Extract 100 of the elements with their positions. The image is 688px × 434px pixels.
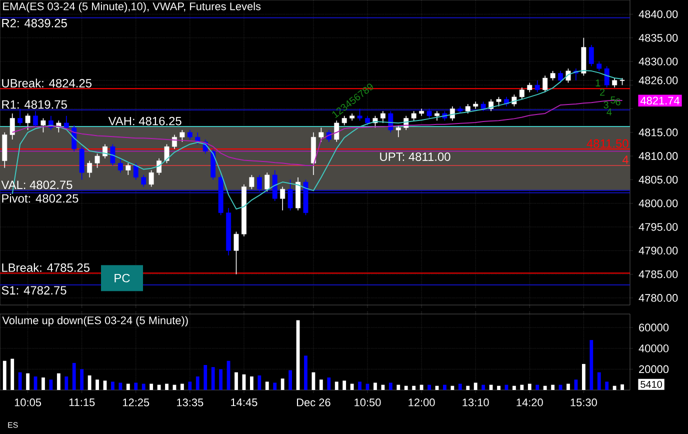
bar [258,375,262,390]
x-tick-label: 13:10 [462,398,489,406]
candlestick [550,70,556,81]
ref-line-label: Pivot: 4802.25 [2,194,78,203]
ref-line-label: VAH: 4816.25 [108,116,182,126]
bar [196,376,200,390]
candlestick [264,172,270,192]
candlestick [25,113,30,130]
y-tick-label: 4780.00 [638,294,678,302]
bar [18,372,22,390]
candlestick [612,78,618,88]
x-tick-label: 12:00 [408,398,435,406]
bar [165,384,168,390]
bar [118,382,122,390]
bar [428,384,431,390]
y-tick-label: 4805.00 [638,176,678,184]
bar [80,369,84,390]
bar [350,384,354,390]
bar [111,382,114,390]
bar [265,382,269,390]
bar [342,380,346,390]
bar [64,376,68,390]
candlestick [450,106,455,121]
bar [466,386,470,390]
bar [211,367,215,390]
bar [612,386,616,390]
y-tick-label: 4800.00 [638,199,678,208]
candlestick [534,80,540,93]
bar [327,378,331,390]
bar [142,384,146,390]
candlestick [156,158,162,176]
candlestick [118,158,123,173]
bar [188,382,192,390]
candlestick [288,179,293,211]
bar [219,369,223,390]
bar [412,386,416,390]
candlestick [411,110,416,121]
bar [536,384,540,390]
candlestick [79,146,84,180]
bar [273,382,277,390]
candlestick [527,82,532,93]
candlestick [172,134,177,150]
bar [551,384,554,390]
y-tick-label: 4835.00 [638,34,678,42]
x-tick-label: 14:45 [231,398,258,406]
y-tick-label: 4785.00 [638,270,678,278]
candlestick [558,70,563,84]
annotation: 1 [596,80,600,86]
text: 5410 [640,380,662,388]
candlestick [596,61,602,72]
bar [204,365,208,390]
candlestick [272,170,278,202]
candlestick [148,170,154,188]
x-tick-label: 10:50 [354,398,381,406]
ref-line-label: UPT: 4811.00 [380,152,450,161]
candlestick [318,127,324,142]
y-tick-label: 40000 [638,344,669,352]
bar [96,380,99,390]
bar [482,384,486,390]
candlestick [480,101,486,112]
chart-title: EMA(ES 03-24 (5 Minute),10), VWAP, Futures Levels [3,2,261,12]
bar [543,386,547,390]
bar [103,380,107,390]
ref-line-label: R1: 4819.75 [2,100,67,109]
x-tick-label: 11:15 [69,398,95,406]
annotation: 2 [600,88,605,96]
ref-line-label: LBreak: 4785.25 [2,263,90,272]
candlestick [94,153,100,168]
bar [250,376,254,390]
candlestick [519,87,524,100]
x-tick-label: 14:20 [516,398,543,406]
candlestick [604,66,610,88]
bar [450,386,454,390]
bar [582,364,586,390]
bar [358,382,362,390]
annotation: PC [114,274,130,282]
bar [134,382,138,390]
candlestick [110,144,116,166]
x-tick-label: 13:35 [177,398,204,406]
bar [26,373,30,390]
bar [56,373,60,390]
bar [150,384,154,390]
annotation: 3 [604,101,608,108]
candlestick [126,162,131,176]
candlestick [426,108,432,119]
bar [42,378,45,390]
y-tick-label: 4790.00 [638,246,678,254]
x-tick-label: Dec 26 [297,398,330,406]
bar [10,358,14,390]
text: 4821.74 [640,96,680,105]
candlestick [164,144,170,164]
y-tick-label: 4826.00 [638,76,678,84]
ref-line-label: UBreak: 4824.25 [2,78,92,88]
bar [404,386,408,390]
x-tick-label: 15:30 [570,398,597,406]
bar [597,372,601,390]
bar [280,378,284,390]
ref-line-label: R2: 4839.25 [2,18,67,28]
x-tick-label: 10:05 [14,398,42,406]
candlestick [10,113,15,140]
